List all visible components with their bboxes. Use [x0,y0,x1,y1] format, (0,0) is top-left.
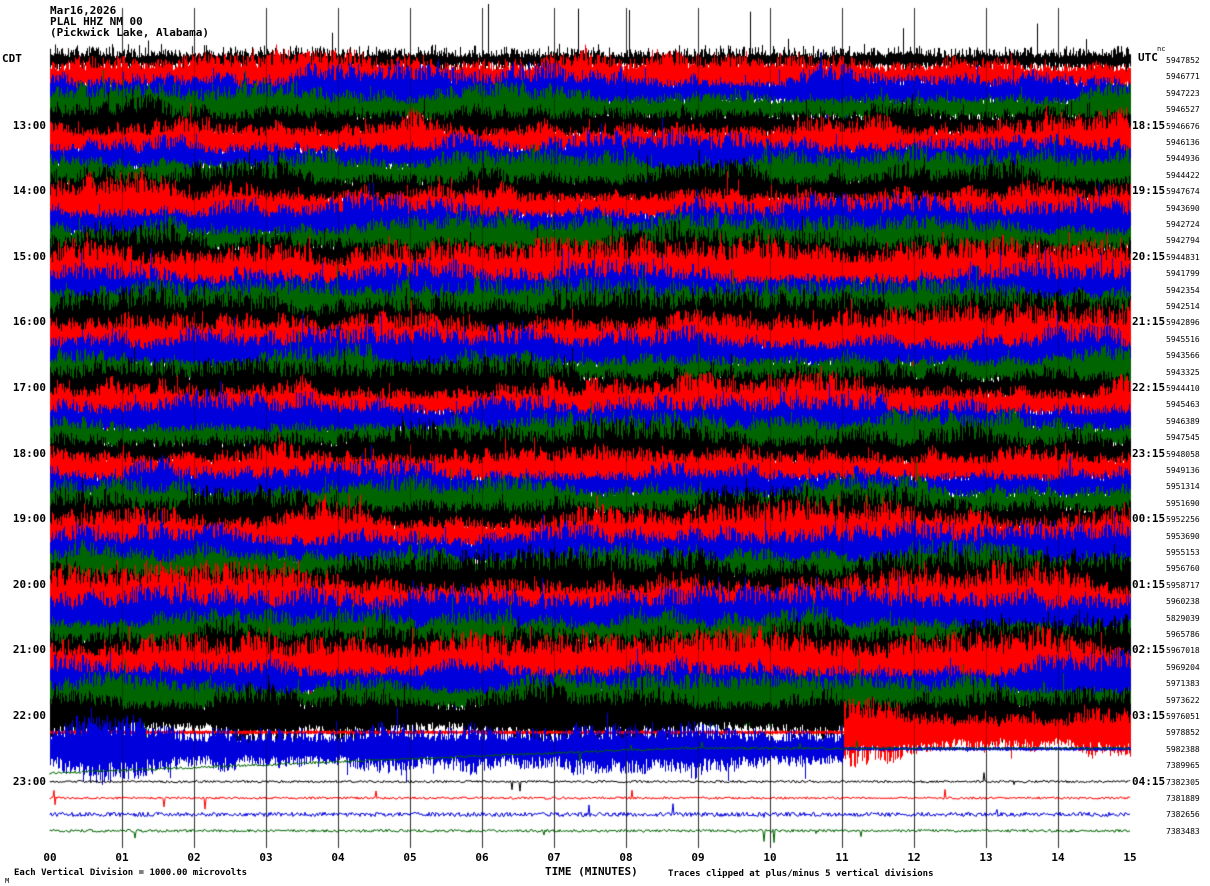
x-axis-tick-label: 04 [331,851,345,864]
trace-scale-number: 7389965 [1166,761,1200,771]
left-time-label: 16:00 [12,315,46,329]
timezone-right-label: UTC [1138,51,1158,64]
timezone-left-label: CDT [2,52,22,65]
x-axis-tick-label: 01 [115,851,129,864]
trace-scale-number: 5943690 [1166,203,1200,213]
clip-note: Traces clipped at plus/minus 5 vertical … [668,869,934,879]
trace-scale-number: 5978852 [1166,728,1200,738]
x-axis-tick-label: 12 [907,851,921,864]
trace-scale-number: 5982388 [1166,744,1200,754]
x-axis-tick-label: 07 [547,851,561,864]
x-axis-tick-label: 11 [835,851,849,864]
trace-scale-number: 5942794 [1166,236,1200,246]
trace-scale-number: 5951314 [1166,482,1200,492]
left-time-label: 14:00 [12,184,46,198]
x-axis-tick-label: 15 [1123,851,1137,864]
right-time-label: 02:15 [1132,643,1166,657]
right-time-label: 22:15 [1132,381,1166,394]
left-time-label: 21:00 [12,643,46,657]
trace-scale-number: 5953690 [1166,531,1200,541]
trace-scale-number: 5946136 [1166,138,1200,147]
right-time-label: 01:15 [1132,577,1166,591]
date-label: Mar16,2026 [50,4,117,17]
trace-scale-number: 5942514 [1166,302,1200,311]
trace-scale-number: 7383483 [1166,826,1200,836]
trace-scale-number: 5949136 [1166,466,1200,475]
trace-scale-number: 5955153 [1166,548,1200,557]
x-axis-tick-label: 02 [187,851,201,864]
trace-scale-number: 5941799 [1166,269,1200,279]
trace-scale-number: 5947545 [1166,433,1200,443]
x-axis-tick-label: 06 [475,851,489,864]
trace-scale-number: 5943566 [1166,351,1200,361]
left-time-label: 18:00 [12,446,46,460]
left-time-label: 13:00 [12,118,46,132]
left-time-label: 23:00 [12,774,46,788]
right-top-note: nc [1157,45,1166,53]
right-time-label: 23:15 [1132,446,1166,460]
x-axis-tick-label: 14 [1051,851,1065,864]
trace-scale-number: 5944936 [1166,154,1200,164]
trace-scale-number: 5944422 [1166,170,1200,180]
x-axis-tick-label: 08 [619,851,633,864]
station-label: PLAL HHZ NM 00 [50,15,143,28]
x-axis-tick-label: 10 [763,851,777,864]
left-time-label: 15:00 [12,249,46,263]
trace-scale-number: 5951690 [1166,498,1200,508]
right-time-label: 04:15 [1132,774,1166,788]
left-time-label: 19:00 [12,512,46,526]
corner-mark: M [5,877,10,885]
trace-scale-number: 5947223 [1166,88,1200,98]
trace-scale-number: 5946389 [1166,416,1200,426]
right-time-label: 20:15 [1132,249,1166,263]
trace-scale-number: 5946527 [1166,105,1200,115]
right-time-label: 19:15 [1132,184,1166,198]
trace-scale-number: 5944410 [1166,384,1200,393]
x-axis-tick-label: 05 [403,851,417,864]
trace-scale-number: 7382305 [1166,777,1200,787]
trace-scale-number: 5976051 [1166,712,1200,721]
right-time-label: 21:15 [1132,315,1166,329]
trace-scale-number: 5952256 [1166,515,1200,525]
x-axis-tick-label: 00 [43,851,57,864]
trace-scale-number: 5946771 [1166,72,1200,82]
trace-scale-number: 5948058 [1166,449,1200,459]
right-time-label: 18:15 [1132,118,1166,132]
left-time-label: 22:00 [12,709,46,722]
trace-scale-number: 7381889 [1166,794,1200,803]
trace-scale-number: 5965786 [1166,630,1200,639]
trace-scale-number: 5973622 [1166,695,1200,705]
trace-scale-number: 5943325 [1166,367,1200,377]
x-axis-tick-label: 03 [259,851,273,864]
trace-scale-number: 5944831 [1166,252,1200,262]
trace-scale-number: 5947852 [1166,56,1200,65]
trace-scale-number: 5960238 [1166,597,1200,607]
trace-scale-number: 5956760 [1166,564,1200,574]
x-axis-title: TIME (MINUTES) [545,865,638,878]
left-time-label: 17:00 [12,381,46,394]
trace-scale-number: 5947674 [1166,187,1200,197]
trace-scale-number: 5969204 [1166,662,1200,672]
x-axis-tick-label: 13 [979,851,993,864]
trace-scale-number: 5942354 [1166,285,1200,295]
trace-scale-number: 5958717 [1166,580,1200,590]
vertical-division-scale-note: Each Vertical Division = 1000.00 microvo… [14,868,247,878]
trace-scale-number: 5945463 [1166,400,1200,410]
station-location-label: (Pickwick Lake, Alabama) [50,26,209,39]
x-axis-tick-label: 09 [691,851,705,864]
right-time-label: 03:15 [1132,709,1166,722]
trace-scale-number: 7382656 [1166,810,1200,820]
trace-scale-number: 5829039 [1166,613,1200,623]
trace-scale-number: 5942724 [1166,220,1200,229]
trace-scale-number: 5946676 [1166,121,1200,131]
trace-scale-number: 5967018 [1166,646,1200,656]
left-time-label: 20:00 [12,577,46,591]
trace-scale-number: 5945516 [1166,334,1200,344]
trace-scale-number: 5942896 [1166,318,1200,328]
trace-scale-number: 5971383 [1166,679,1200,689]
right-time-label: 00:15 [1132,512,1166,526]
